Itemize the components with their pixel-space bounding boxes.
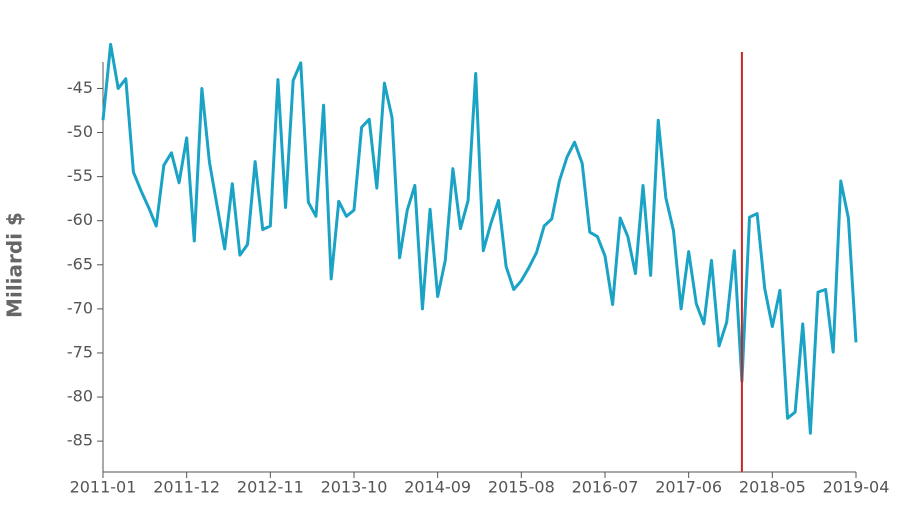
x-tick-label: 2015-08 [488, 478, 555, 497]
y-tick-label: -70 [67, 298, 93, 317]
y-axis-label: Miliardi $ [3, 212, 27, 318]
y-tick-label: -80 [67, 387, 93, 406]
x-tick-label: 2013-10 [321, 478, 388, 497]
x-tick-label: 2011-12 [153, 478, 220, 497]
data-line [101, 42, 858, 435]
y-tick-label: -55 [67, 166, 93, 185]
x-tick-label: 2019-04 [823, 478, 890, 497]
y-tick-label: -65 [67, 254, 93, 273]
x-tick-label: 2016-07 [572, 478, 639, 497]
x-tick-label: 2012-11 [237, 478, 304, 497]
y-tick-label: -50 [67, 122, 93, 141]
y-tick-label: -60 [67, 210, 93, 229]
y-tick-label: -85 [67, 431, 93, 450]
y-tick-label: -75 [67, 342, 93, 361]
x-tick-label: 2017-06 [655, 478, 722, 497]
x-tick-label: 2011-01 [70, 478, 137, 497]
x-tick-label: 2014-09 [404, 478, 471, 497]
y-tick-label: -45 [67, 78, 93, 97]
x-tick-label: 2018-05 [739, 478, 806, 497]
